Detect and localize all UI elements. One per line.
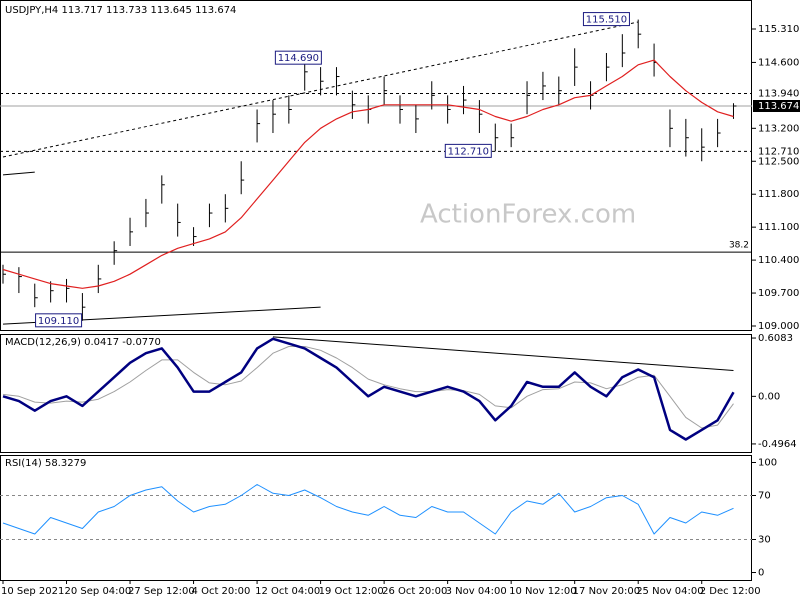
trendline <box>2 171 35 176</box>
annotation-box <box>274 50 322 65</box>
y-tick-label: 0.6083 <box>758 333 793 344</box>
y-tick-label: 115.310 <box>758 24 799 35</box>
x-tick-label: 2 Dec 12:00 <box>700 586 761 597</box>
x-tick-label: 10 Nov 12:00 <box>509 586 576 597</box>
x-tick-label: 19 Oct 12:00 <box>319 586 384 597</box>
signal-line <box>2 346 734 429</box>
rsi-frame <box>0 455 752 581</box>
level-label: 113.940 <box>758 88 799 99</box>
y-tick-label: 0.00 <box>758 391 780 402</box>
x-tick-label: 25 Nov 04:00 <box>636 586 703 597</box>
y-tick-label: -0.4964 <box>758 439 797 450</box>
x-tick-label: 3 Nov 04:00 <box>446 586 507 597</box>
x-tick-label: 27 Sep 12:00 <box>128 586 195 597</box>
y-tick-label: 113.200 <box>758 123 799 134</box>
current-price-box <box>753 99 800 112</box>
x-tick-label: 10 Sep 2021 <box>1 586 64 597</box>
y-tick-label: 112.500 <box>758 156 799 167</box>
annotation-label: 109.110 <box>38 316 79 327</box>
y-tick-label: 114.600 <box>758 57 799 68</box>
annotation-box <box>582 12 630 27</box>
watermark: ActionForex.com <box>420 200 636 230</box>
y-tick-label: 111.100 <box>758 222 799 233</box>
x-tick-label: 12 Oct 04:00 <box>255 586 320 597</box>
level-label: 112.710 <box>758 146 799 157</box>
price-title: USDJPY,H4 113.717 113.733 113.645 113.67… <box>5 5 236 16</box>
price-frame <box>0 0 752 331</box>
y-tick-label: 30 <box>758 535 771 546</box>
y-tick-label: 100 <box>758 457 777 468</box>
macd-frame <box>0 334 752 453</box>
fib-label: 38.2 <box>729 241 749 251</box>
trendline <box>272 336 734 371</box>
annotation-label: 112.710 <box>448 146 489 157</box>
annotation-box <box>444 143 492 158</box>
annotation-label: 114.690 <box>278 53 319 64</box>
rsi-line <box>2 484 734 535</box>
current-price-label: 113.674 <box>758 101 799 112</box>
macd-line <box>2 337 735 441</box>
x-tick-label: 4 Oct 20:00 <box>192 586 251 597</box>
annotation-box <box>35 313 83 328</box>
x-tick-label: 26 Oct 20:00 <box>382 586 447 597</box>
y-tick-label: 110.400 <box>758 255 799 266</box>
y-tick-label: 111.800 <box>758 189 799 200</box>
y-tick-label: 109.700 <box>758 288 799 299</box>
x-tick-label: 17 Nov 20:00 <box>573 586 640 597</box>
macd-title: MACD(12,26,9) 0.0417 -0.0770 <box>5 337 161 348</box>
y-tick-label: 109.000 <box>758 321 799 332</box>
y-tick-label: 70 <box>758 490 771 501</box>
moving-average <box>2 59 734 289</box>
rsi-title: RSI(14) 58.3279 <box>5 458 86 469</box>
annotation-label: 115.510 <box>586 15 627 26</box>
y-tick-label: 0 <box>758 568 764 579</box>
x-tick-label: 20 Sep 04:00 <box>65 586 132 597</box>
